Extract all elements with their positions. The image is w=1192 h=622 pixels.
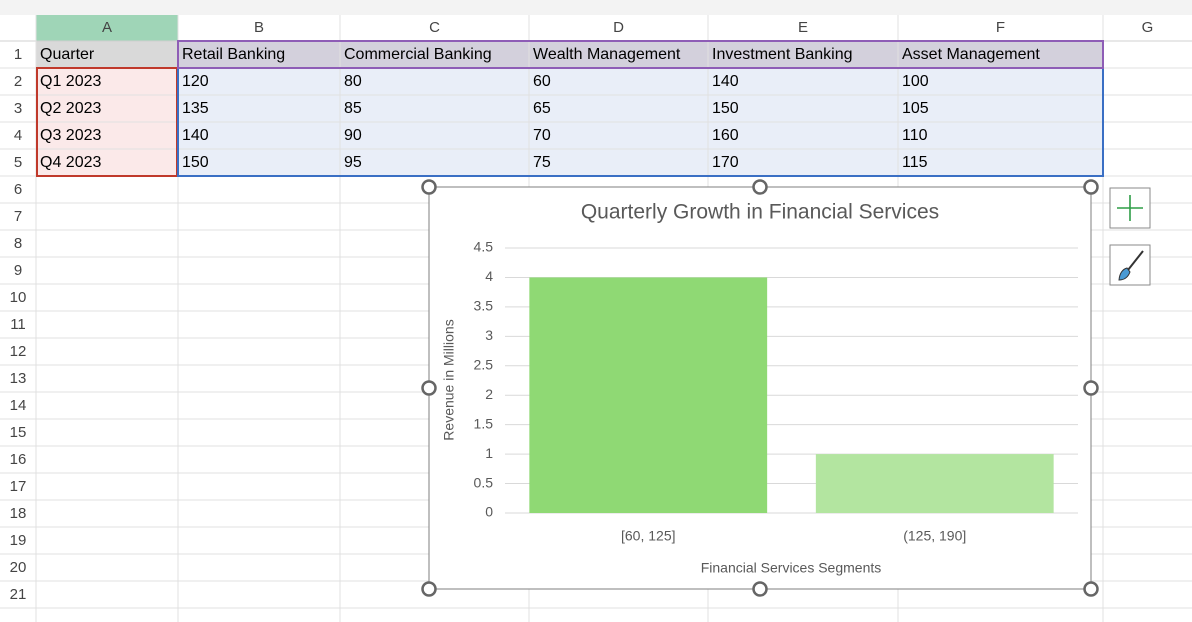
y-tick-label: 0: [485, 504, 493, 520]
row-header[interactable]: 6: [14, 181, 22, 198]
row-header[interactable]: 10: [10, 289, 27, 306]
y-axis-label: Revenue in Millions: [441, 319, 457, 440]
y-tick-label: 3.5: [474, 298, 494, 314]
row-header[interactable]: 12: [10, 343, 27, 360]
row-header[interactable]: 19: [10, 532, 27, 549]
x-tick-label: (125, 190]: [903, 528, 966, 544]
y-tick-label: 4: [485, 268, 493, 284]
row-header[interactable]: 14: [10, 397, 27, 414]
row-header[interactable]: 3: [14, 100, 22, 117]
cell-text[interactable]: Commercial Banking: [344, 46, 492, 63]
cell-text[interactable]: Q3 2023: [40, 127, 101, 144]
resize-handle[interactable]: [1083, 179, 1099, 195]
y-tick-label: 0.5: [474, 474, 494, 490]
cell-text[interactable]: 140: [182, 127, 209, 144]
column-header[interactable]: D: [613, 19, 624, 36]
column-header[interactable]: C: [429, 19, 440, 36]
cell-text[interactable]: 95: [344, 154, 362, 171]
cell-text[interactable]: 170: [712, 154, 739, 171]
column-header[interactable]: G: [1142, 19, 1154, 36]
row-header[interactable]: 13: [10, 370, 27, 387]
y-tick-label: 2: [485, 386, 493, 402]
cell-text[interactable]: 160: [712, 127, 739, 144]
cell-text[interactable]: 105: [902, 100, 929, 117]
row-header[interactable]: 11: [10, 316, 26, 333]
y-tick-label: 4.5: [474, 239, 494, 255]
row-header[interactable]: 20: [10, 559, 27, 576]
row-header[interactable]: 17: [10, 478, 27, 495]
chart-title: Quarterly Growth in Financial Services: [581, 201, 939, 224]
brush-handle: [1127, 250, 1144, 271]
resize-handle[interactable]: [421, 179, 437, 195]
column-header[interactable]: A: [102, 19, 112, 36]
cell-text[interactable]: 140: [712, 73, 739, 90]
range-border: [177, 40, 1104, 69]
header-fill: [36, 41, 178, 68]
row-header[interactable]: 15: [10, 424, 27, 441]
resize-handle[interactable]: [752, 179, 768, 195]
cell-text[interactable]: Wealth Management: [533, 46, 681, 63]
row-header[interactable]: 2: [14, 73, 22, 90]
column-header[interactable]: E: [798, 19, 808, 36]
x-axis-label: Financial Services Segments: [701, 560, 882, 576]
bar[interactable]: [529, 277, 768, 513]
column-header-bar: [0, 15, 1192, 41]
row-header[interactable]: 4: [14, 127, 22, 144]
cell-text[interactable]: 80: [344, 73, 362, 90]
cell-text[interactable]: 120: [182, 73, 209, 90]
row-header[interactable]: 1: [14, 46, 22, 63]
resize-handle[interactable]: [421, 380, 437, 396]
cell-text[interactable]: 100: [902, 73, 929, 90]
row-header[interactable]: 7: [14, 208, 22, 225]
cell-text[interactable]: 90: [344, 127, 362, 144]
header-fill: [178, 41, 1103, 68]
cell-text[interactable]: 110: [902, 127, 928, 144]
y-tick-label: 2.5: [474, 356, 494, 372]
cell-text[interactable]: 135: [182, 100, 209, 117]
cell-text[interactable]: Investment Banking: [712, 46, 853, 63]
row-header[interactable]: 8: [14, 235, 22, 252]
cell-text[interactable]: Q2 2023: [40, 100, 101, 117]
chart[interactable]: Quarterly Growth in Financial Services 0 0…: [421, 179, 1099, 597]
column-header[interactable]: B: [254, 19, 264, 36]
cell-text[interactable]: 150: [182, 154, 209, 171]
chart-side-buttons: [1109, 187, 1151, 286]
top-strip: [0, 0, 1192, 15]
y-tick-label: 1: [485, 445, 493, 461]
x-tick-label: [60, 125]: [621, 528, 676, 544]
cell-text[interactable]: 75: [533, 154, 551, 171]
row-header[interactable]: 18: [10, 505, 27, 522]
resize-handle[interactable]: [1083, 581, 1099, 597]
resize-handle[interactable]: [752, 581, 768, 597]
row-header[interactable]: 21: [10, 586, 27, 603]
cell-text[interactable]: 65: [533, 100, 551, 117]
cell-text[interactable]: 70: [533, 127, 551, 144]
cell-text[interactable]: 85: [344, 100, 362, 117]
cell-text[interactable]: Quarter: [40, 46, 95, 63]
chart-styles-button[interactable]: [1109, 244, 1151, 286]
cell-text[interactable]: Q1 2023: [40, 73, 101, 90]
cells: A B C D E F G123456789101112131415161718192021…: [10, 19, 1154, 603]
row-header[interactable]: 16: [10, 451, 27, 468]
active-column-header: [36, 15, 178, 41]
row-header[interactable]: 9: [14, 262, 22, 279]
y-tick-label: 1.5: [474, 415, 494, 431]
cell-text[interactable]: Asset Management: [902, 46, 1040, 63]
cell-text[interactable]: 150: [712, 100, 739, 117]
brush-tip: [1118, 267, 1131, 281]
cell-text[interactable]: Retail Banking: [182, 46, 285, 63]
cell-text[interactable]: 115: [902, 154, 928, 171]
plus-icon: [1117, 195, 1143, 221]
column-header[interactable]: F: [996, 19, 1005, 36]
cell-text[interactable]: 60: [533, 73, 551, 90]
y-tick-label: 3: [485, 327, 493, 343]
row-header[interactable]: 5: [14, 154, 22, 171]
cell-text[interactable]: Q4 2023: [40, 154, 101, 171]
resize-handle[interactable]: [1083, 380, 1099, 396]
resize-handle[interactable]: [421, 581, 437, 597]
bar[interactable]: [815, 454, 1054, 513]
